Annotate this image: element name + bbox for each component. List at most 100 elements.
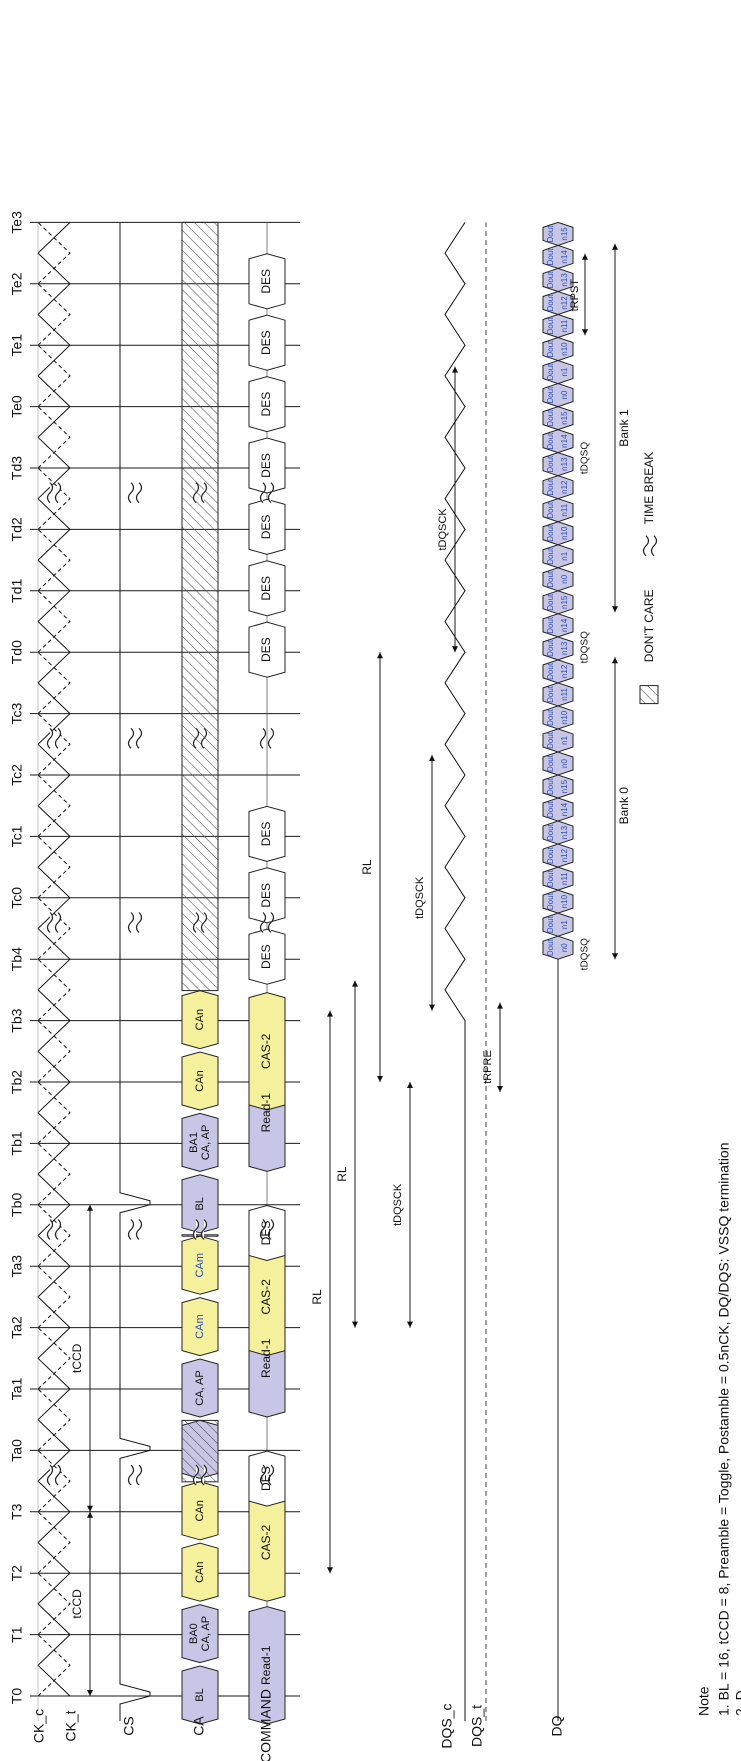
trpre-arrow-head-a xyxy=(497,1086,503,1092)
command-label: CAS-2 xyxy=(259,1525,273,1561)
time-break-icon xyxy=(127,912,143,933)
time-break-icon xyxy=(259,1464,275,1486)
ca-cell-label: CAn xyxy=(194,1500,206,1521)
command-label: DES xyxy=(259,330,273,355)
clock-label: Ta1 xyxy=(9,1378,25,1401)
dq-label: DQ xyxy=(549,1715,565,1736)
bank1-arrow-head-b xyxy=(612,243,618,250)
clock-label: Ta3 xyxy=(9,1255,25,1278)
time-break-icon xyxy=(192,1219,208,1240)
dout-label: Dout xyxy=(546,800,555,818)
time-break-icon xyxy=(46,912,62,933)
clock-label: Td2 xyxy=(9,517,25,541)
trpst-label: tRPST xyxy=(569,279,581,312)
tccd-label: tCCD xyxy=(70,1589,84,1619)
command-cell xyxy=(248,1450,286,1507)
tccd-arrow-head-a xyxy=(87,1690,93,1696)
rl-arrow-head-b xyxy=(377,652,383,659)
ca-dont-care xyxy=(181,1234,219,1237)
dout-label: Dout xyxy=(546,570,555,588)
dq-index-label: n14 xyxy=(560,250,569,264)
rl-label: RL xyxy=(335,1166,349,1182)
dq-index-label: n0 xyxy=(560,574,569,583)
ca-cell-label: CA, AP xyxy=(194,1370,206,1405)
ca-cell xyxy=(181,1112,219,1172)
rl-arrow-head-a xyxy=(327,1567,333,1574)
command-cell xyxy=(248,928,286,985)
ca-cell-label: BL xyxy=(194,1197,206,1210)
dout-label: Dout xyxy=(546,547,555,565)
dqs-t-label: DQS_t xyxy=(469,1705,485,1747)
command-cell xyxy=(248,498,286,555)
command-cell xyxy=(248,376,286,433)
time-break-icon xyxy=(192,482,208,504)
dq-data-cell xyxy=(542,221,574,246)
clock-label: Te2 xyxy=(9,272,25,295)
dq-index-label: n12 xyxy=(560,480,569,494)
dout-label: Dout xyxy=(546,409,555,427)
dout-label: Dout xyxy=(546,869,555,887)
note-title: Note xyxy=(696,1686,712,1716)
ca-cell-label: BA1 xyxy=(188,1132,200,1153)
clock-label: Td3 xyxy=(9,456,25,480)
command-label: DES xyxy=(259,637,273,662)
clock-label: Tb3 xyxy=(9,1008,25,1032)
clock-label: T2 xyxy=(9,1565,25,1582)
command-cell xyxy=(248,314,286,371)
dq-index-label: n0 xyxy=(560,943,569,952)
ck-c-label: CK_c xyxy=(31,1709,47,1743)
ca-cell-label: CA, AP xyxy=(200,1125,212,1160)
dq-index-label: n14 xyxy=(560,434,569,448)
ca-cell-label: CA, AP xyxy=(200,1616,212,1651)
dq-index-label: n11 xyxy=(560,687,569,700)
dq-index-label: n15 xyxy=(560,411,569,425)
ca-cell xyxy=(181,1174,219,1234)
time-break-icon xyxy=(127,482,143,504)
time-break-label: TIME BREAK xyxy=(642,452,656,525)
tdqsck-label: tDQSCK xyxy=(437,508,449,551)
clock-label: Tc0 xyxy=(9,887,25,909)
dq-index-label: n13 xyxy=(560,457,569,471)
clock-label: Ta2 xyxy=(9,1316,25,1339)
ca-cell xyxy=(181,1297,219,1357)
dq-index-label: n15 xyxy=(560,779,569,793)
dq-index-label: n13 xyxy=(560,273,569,287)
trpst-arrow-head-a xyxy=(582,329,588,336)
bank0-arrow-head-a xyxy=(612,953,618,960)
command-label: DES xyxy=(259,822,273,847)
trpre-arrow-head-b xyxy=(497,1002,503,1009)
dq-index-label: n0 xyxy=(560,758,569,767)
trpre-label: tRPRE xyxy=(482,1050,494,1084)
dq-index-label: n11 xyxy=(560,872,569,885)
tccd-arrow-head-b xyxy=(87,1204,93,1211)
tdqsck-arrow-head-a xyxy=(407,1321,413,1328)
clock-label: Td0 xyxy=(9,640,25,664)
tdqsck-arrow-head-b xyxy=(407,1082,413,1088)
command-label: DES xyxy=(259,944,273,969)
time-break-icon xyxy=(127,727,143,749)
clock-label: T0 xyxy=(9,1688,25,1705)
note-line: 1. BL = 16, tCCD = 8, Preamble = Toggle,… xyxy=(716,1142,732,1716)
dout-label: Dout xyxy=(546,363,555,381)
command-cell xyxy=(248,437,286,494)
dout-label: Dout xyxy=(546,294,555,312)
time-break-icon xyxy=(259,727,275,749)
rl-label: RL xyxy=(310,1289,324,1305)
command-label: DES xyxy=(259,1466,273,1491)
time-break-icon xyxy=(192,912,208,933)
command-label: Read-1 xyxy=(259,1338,273,1378)
clock-label: T3 xyxy=(9,1503,25,1520)
clock-label: Te3 xyxy=(9,211,25,234)
dq-index-label: n1 xyxy=(560,920,569,929)
ck-c-waveform xyxy=(37,222,71,1697)
tccd-arrow-head-b xyxy=(87,1511,93,1518)
dq-index-label: n12 xyxy=(560,848,569,862)
dq-index-label: n0 xyxy=(560,390,569,399)
bank1-arrow-head-a xyxy=(612,606,618,613)
command-label: DES xyxy=(259,453,273,478)
dout-label: Dout xyxy=(546,938,555,956)
ck-t-label: CK_t xyxy=(63,1710,79,1741)
tdqsck-arrow-head-a xyxy=(429,1004,435,1011)
dout-label: Dout xyxy=(546,777,555,795)
